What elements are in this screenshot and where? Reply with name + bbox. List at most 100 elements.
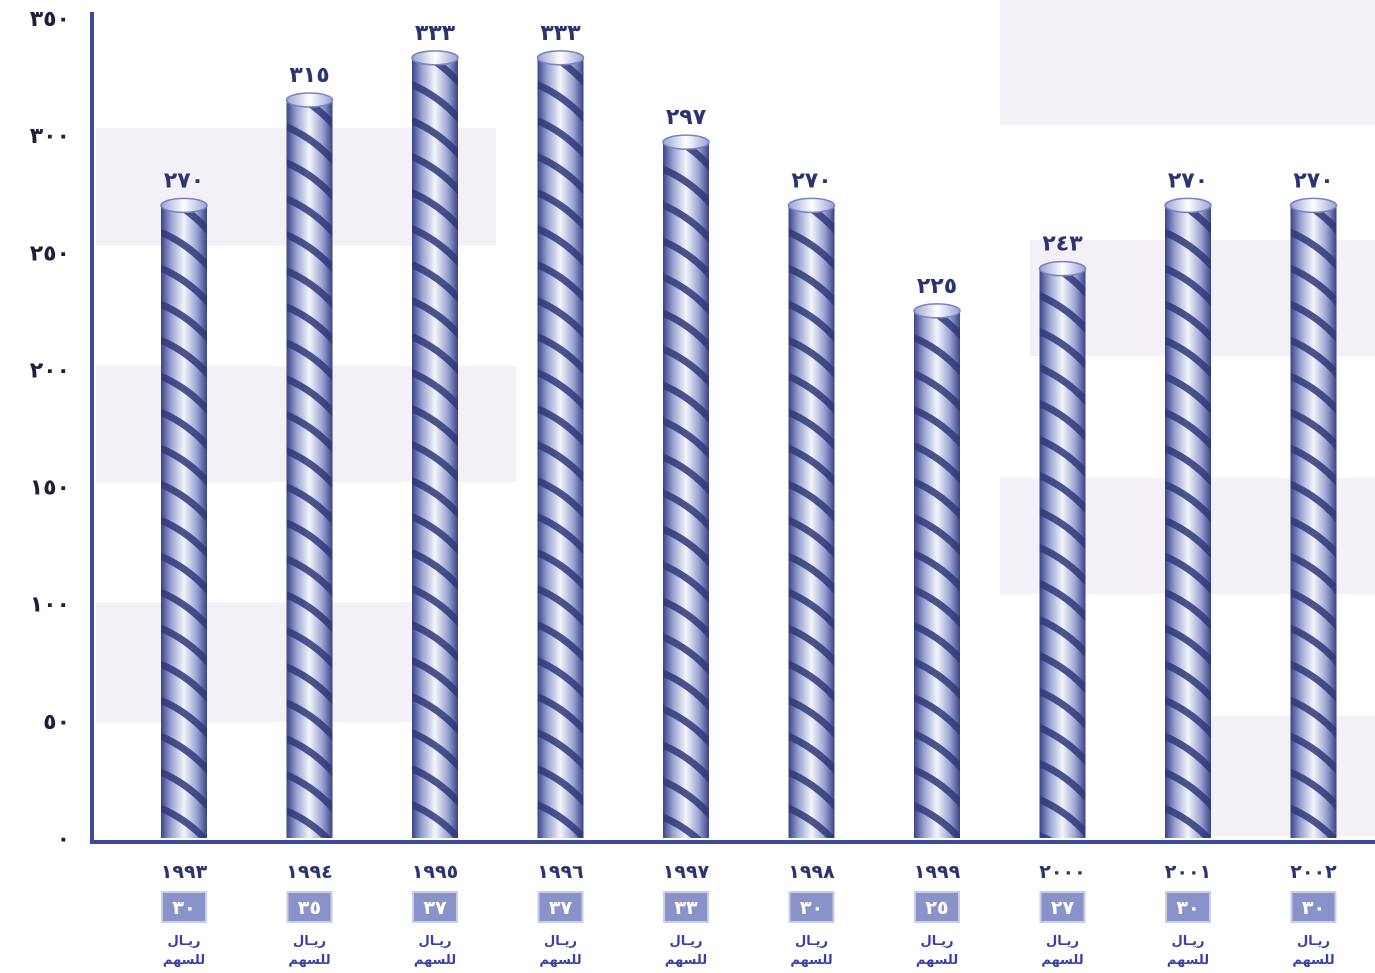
spiral-stripe xyxy=(412,224,458,267)
spiral-stripe xyxy=(1165,372,1211,414)
spiral-stripe xyxy=(914,729,960,772)
dividend-value: ٣٧ xyxy=(549,897,573,919)
spiral-stripe xyxy=(412,620,458,663)
dividend-box xyxy=(663,891,709,923)
spiral-stripe xyxy=(1290,372,1337,414)
spiral-stripe xyxy=(663,813,702,838)
spiral-stripe xyxy=(537,332,584,375)
spiral-stripe xyxy=(412,368,458,411)
spiral-stripe xyxy=(663,741,709,783)
spiral-stripe xyxy=(537,116,584,159)
spiral-stripe xyxy=(286,267,333,309)
spiral-stripe xyxy=(412,404,458,447)
spiral-stripe xyxy=(663,705,709,747)
spiral-stripe xyxy=(537,692,584,735)
spiral-stripe xyxy=(663,561,709,603)
spiral-stripe xyxy=(286,555,333,597)
spiral-stripe xyxy=(161,516,207,558)
spiral-stripe xyxy=(286,699,333,741)
spiral-stripe xyxy=(1039,507,1086,550)
bar xyxy=(662,134,710,838)
dividend-unit-label: للسهم xyxy=(916,953,958,968)
spiral-stripe xyxy=(1165,444,1211,486)
bar xyxy=(1164,197,1212,838)
spiral-stripe xyxy=(788,588,835,630)
spiral-stripe xyxy=(286,231,333,273)
spiral-stripe xyxy=(286,447,333,489)
spiral-stripe xyxy=(914,405,960,448)
dividend-unit-label: ريـال xyxy=(544,934,577,949)
spiral-stripe xyxy=(537,548,584,591)
spiral-stripe xyxy=(1165,300,1211,342)
spiral-stripe xyxy=(914,513,960,556)
spiral-stripe xyxy=(537,800,584,839)
spiral-stripe xyxy=(788,660,835,702)
spiral-stripe xyxy=(286,375,333,417)
dividend-unit-label: ريـال xyxy=(168,934,201,949)
spiral-stripe xyxy=(537,728,584,771)
spiral-stripe xyxy=(161,660,207,702)
dividend-box xyxy=(286,891,333,923)
spiral-stripe xyxy=(537,764,584,807)
dividend-box xyxy=(788,891,835,923)
spiral-stripe xyxy=(663,273,709,315)
dividend-unit-label: ريـال xyxy=(1297,934,1330,949)
spiral-stripe xyxy=(914,549,960,592)
background-band xyxy=(96,602,456,722)
spiral-stripe xyxy=(1039,543,1086,586)
bar xyxy=(411,50,459,839)
spiral-stripe xyxy=(914,801,960,839)
spiral-stripe xyxy=(161,588,207,630)
x-tick-label: ١٩٩٨ xyxy=(788,861,835,883)
spiral-stripe xyxy=(161,624,207,666)
spiral-stripe xyxy=(161,732,207,774)
y-tick-label: ٥٠ xyxy=(43,710,70,735)
spiral-stripe xyxy=(1290,480,1337,522)
spiral-stripe xyxy=(1290,444,1337,486)
bar xyxy=(160,197,208,838)
spiral-stripe xyxy=(161,228,207,270)
spiral-stripe xyxy=(286,771,333,813)
dividend-unit-label: للسهم xyxy=(1167,953,1209,968)
spiral-stripe xyxy=(1165,408,1211,450)
x-tick-label: ١٩٩٦ xyxy=(537,861,583,883)
spiral-stripe xyxy=(663,201,709,243)
dividend-value: ٣٧ xyxy=(423,897,447,919)
dividend-value: ٣٣ xyxy=(674,897,698,919)
spiral-stripe xyxy=(1165,516,1211,558)
spiral-stripe xyxy=(1165,336,1211,378)
spiral-stripe xyxy=(286,411,333,453)
dividend-unit-label: ريـال xyxy=(293,934,326,949)
spiral-stripe xyxy=(914,765,960,808)
spiral-stripe xyxy=(1039,723,1086,766)
dividend-unit-label: ريـال xyxy=(1046,934,1079,949)
spiral-stripe xyxy=(1165,480,1211,522)
spiral-stripe xyxy=(412,764,458,807)
spiral-stripe xyxy=(663,417,709,459)
spiral-stripe xyxy=(537,656,584,699)
spiral-stripe xyxy=(286,591,333,633)
spiral-stripe xyxy=(1165,804,1211,838)
y-tick-label: ٠ xyxy=(57,827,70,852)
x-tick-label: ٢٠٠٢ xyxy=(1290,861,1337,883)
spiral-stripe xyxy=(161,336,207,378)
spiral-stripe xyxy=(914,621,960,664)
spiral-stripe xyxy=(1039,435,1086,478)
dividend-value: ٣٥ xyxy=(298,897,321,919)
spiral-stripe xyxy=(161,300,207,342)
bar xyxy=(1289,197,1338,838)
spiral-stripe xyxy=(1039,831,1053,838)
bar-cap xyxy=(787,197,836,214)
spiral-stripe xyxy=(412,548,458,591)
bar-spiral xyxy=(663,142,709,838)
spiral-stripe xyxy=(788,804,835,838)
spiral-stripe xyxy=(1290,336,1337,378)
spiral-stripe xyxy=(788,516,835,558)
y-tick-label: ١٠٠ xyxy=(30,593,70,618)
spiral-stripe xyxy=(1290,588,1337,630)
spiral-stripe xyxy=(663,489,709,531)
spiral-stripe xyxy=(412,296,458,339)
spiral-stripe xyxy=(161,480,207,522)
spiral-stripe xyxy=(1039,399,1086,442)
